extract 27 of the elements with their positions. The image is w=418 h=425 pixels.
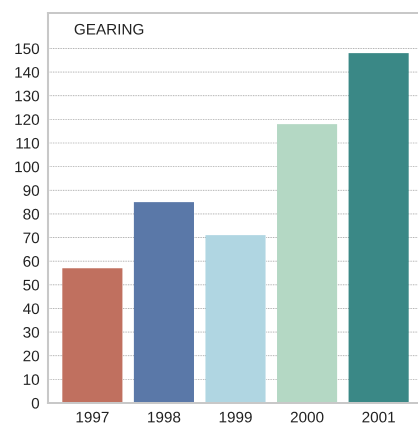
text: GEARING: [74, 24, 144, 35]
y-tick-label: 30: [23, 326, 40, 338]
y-tick-label: 40: [23, 303, 40, 314]
y-tick-label: 0: [32, 398, 40, 409]
x-tick-label: 1999: [220, 412, 252, 423]
y-tick-label: 70: [23, 232, 40, 244]
y-tick-label: 130: [15, 90, 40, 102]
y-tick-label: 90: [23, 185, 40, 196]
y-tick-label: 100: [15, 162, 40, 172]
y-tick-label: 150: [15, 43, 40, 54]
y-tick-label: 120: [15, 114, 40, 126]
y-tick-label: 10: [24, 374, 40, 386]
bar: [205, 235, 266, 403]
x-tick-label: 2001: [362, 412, 395, 423]
bar: [134, 202, 194, 403]
y-tick-label: 110: [16, 138, 40, 149]
y-tick-label: 80: [23, 208, 40, 220]
y-tick-label: 140: [15, 66, 40, 78]
y-tick-label: 60: [23, 256, 40, 267]
bar: [62, 268, 122, 403]
y-tick-label: 50: [23, 280, 40, 291]
y-tick-label: 20: [23, 350, 40, 362]
bar: [348, 53, 409, 403]
x-tick-label: 1997: [76, 412, 109, 423]
bar: [277, 124, 338, 403]
x-tick-label: 1998: [148, 412, 180, 423]
x-tick-label: 2000: [290, 412, 324, 423]
